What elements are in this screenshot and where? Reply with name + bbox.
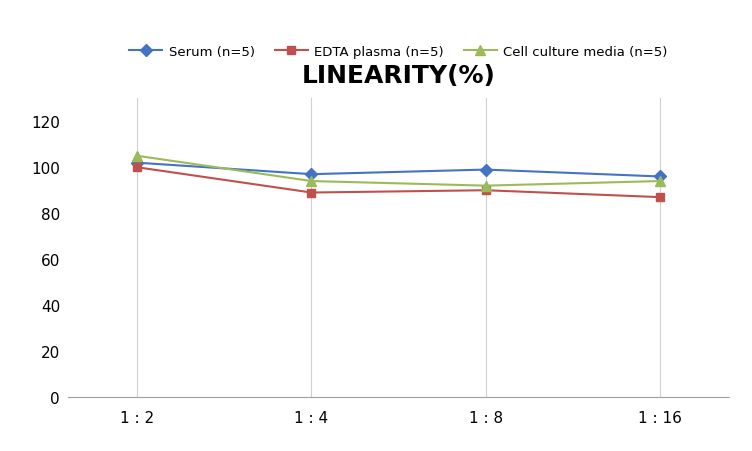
Line: Serum (n=5): Serum (n=5): [133, 159, 664, 181]
EDTA plasma (n=5): [307, 190, 316, 196]
EDTA plasma (n=5): [133, 165, 142, 170]
EDTA plasma (n=5): [655, 195, 664, 200]
Cell culture media (n=5): [133, 154, 142, 159]
Cell culture media (n=5): [307, 179, 316, 184]
Line: EDTA plasma (n=5): EDTA plasma (n=5): [133, 164, 664, 202]
Serum (n=5): [655, 175, 664, 180]
Serum (n=5): [133, 161, 142, 166]
Serum (n=5): [481, 167, 490, 173]
Cell culture media (n=5): [655, 179, 664, 184]
EDTA plasma (n=5): [481, 188, 490, 193]
Line: Cell culture media (n=5): Cell culture media (n=5): [132, 152, 665, 191]
Legend: Serum (n=5), EDTA plasma (n=5), Cell culture media (n=5): Serum (n=5), EDTA plasma (n=5), Cell cul…: [124, 40, 673, 64]
Title: LINEARITY(%): LINEARITY(%): [302, 64, 496, 87]
Cell culture media (n=5): [481, 184, 490, 189]
Serum (n=5): [307, 172, 316, 178]
